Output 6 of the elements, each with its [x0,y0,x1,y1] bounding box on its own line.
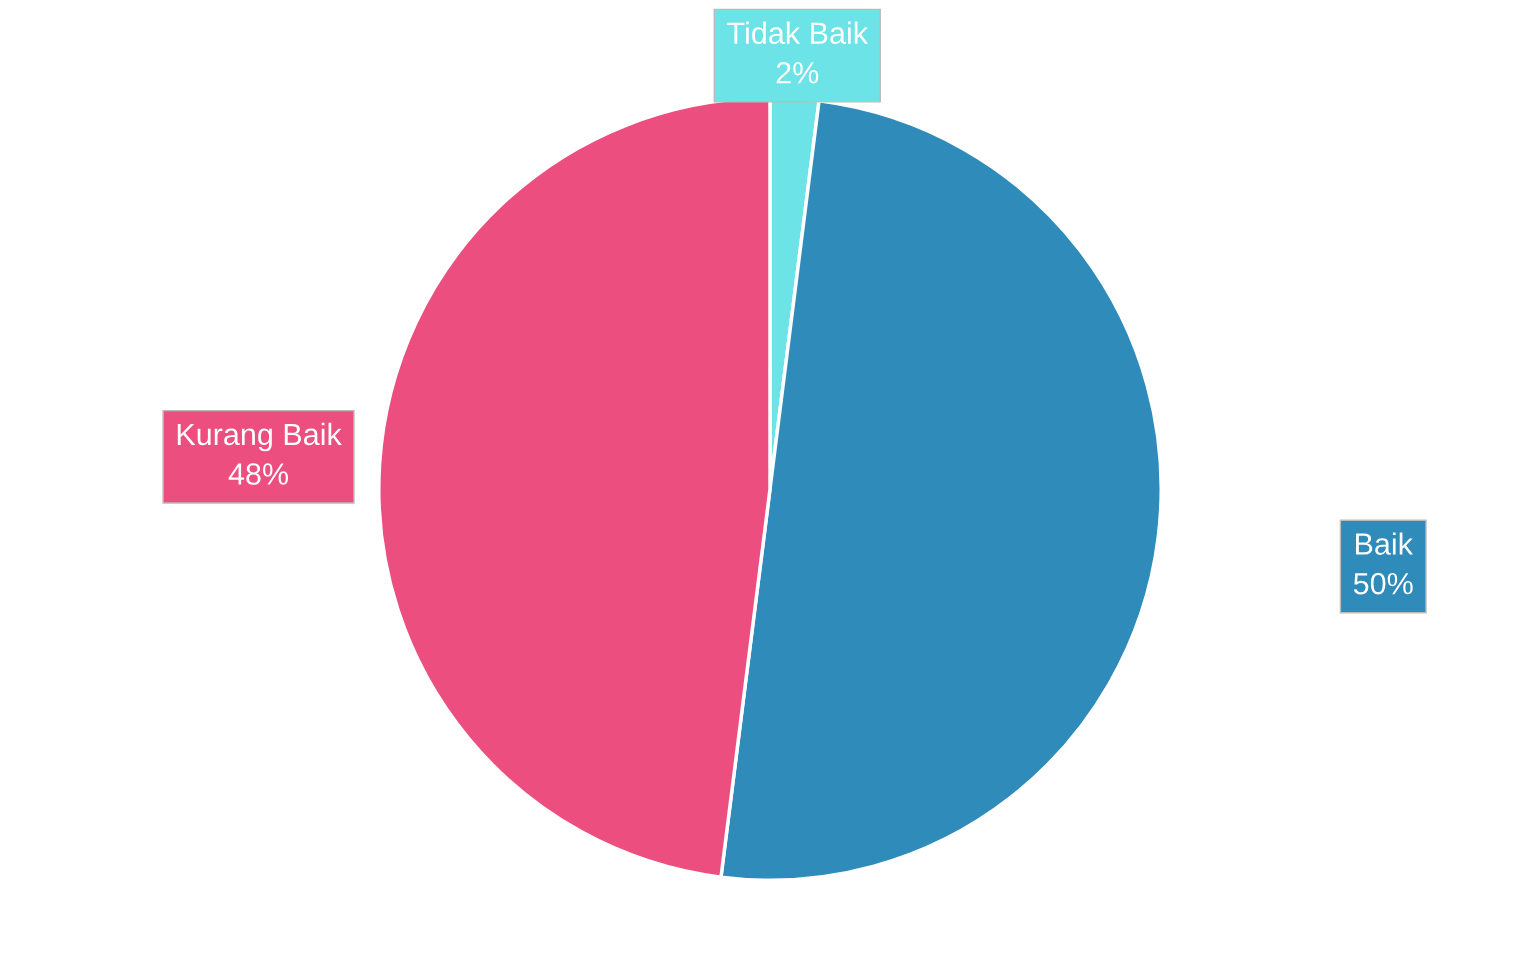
slice-label: Tidak Baik [727,21,869,45]
data-label: 48% [228,463,289,485]
slice-label: Kurang Baik [177,422,342,452]
slice-label: Baik [1356,532,1413,555]
data-label: 50% [1353,572,1413,595]
data-label: 2% [776,61,819,84]
